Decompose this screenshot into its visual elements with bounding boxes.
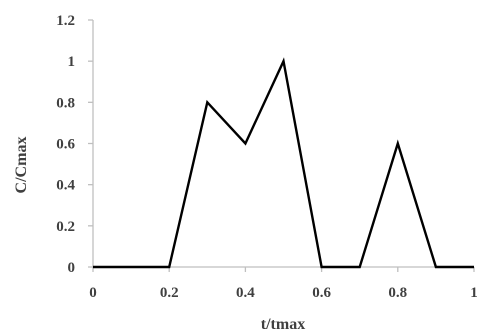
y-ticks: 0 0.2 0.4 0.6 0.8 1 1.2 (56, 13, 93, 276)
y-tick-label: 0.4 (56, 178, 75, 194)
x-tick-label: 0 (89, 285, 97, 301)
y-tick-label: 1 (68, 54, 76, 70)
y-tick-label: 0.6 (56, 137, 75, 153)
x-tick-label: 0.2 (160, 285, 179, 301)
x-axis-label: t/tmax (261, 316, 305, 333)
x-tick-label: 0.8 (388, 285, 407, 301)
y-tick-label: 0 (68, 260, 76, 276)
y-axis-label: C/Cmax (13, 137, 30, 194)
series-line-0 (93, 57, 474, 269)
axes (92, 20, 474, 268)
y-tick-label: 0.8 (56, 95, 75, 111)
x-tick-label: 0.4 (236, 285, 255, 301)
x-tick-label: 0.6 (312, 285, 331, 301)
x-ticks: 0 0.2 0.4 0.6 0.8 1 (89, 267, 478, 301)
y-tick-label: 1.2 (56, 13, 75, 29)
y-tick-label: 0.2 (56, 219, 75, 235)
x-tick-label: 1 (470, 285, 478, 301)
series-group (93, 57, 474, 269)
